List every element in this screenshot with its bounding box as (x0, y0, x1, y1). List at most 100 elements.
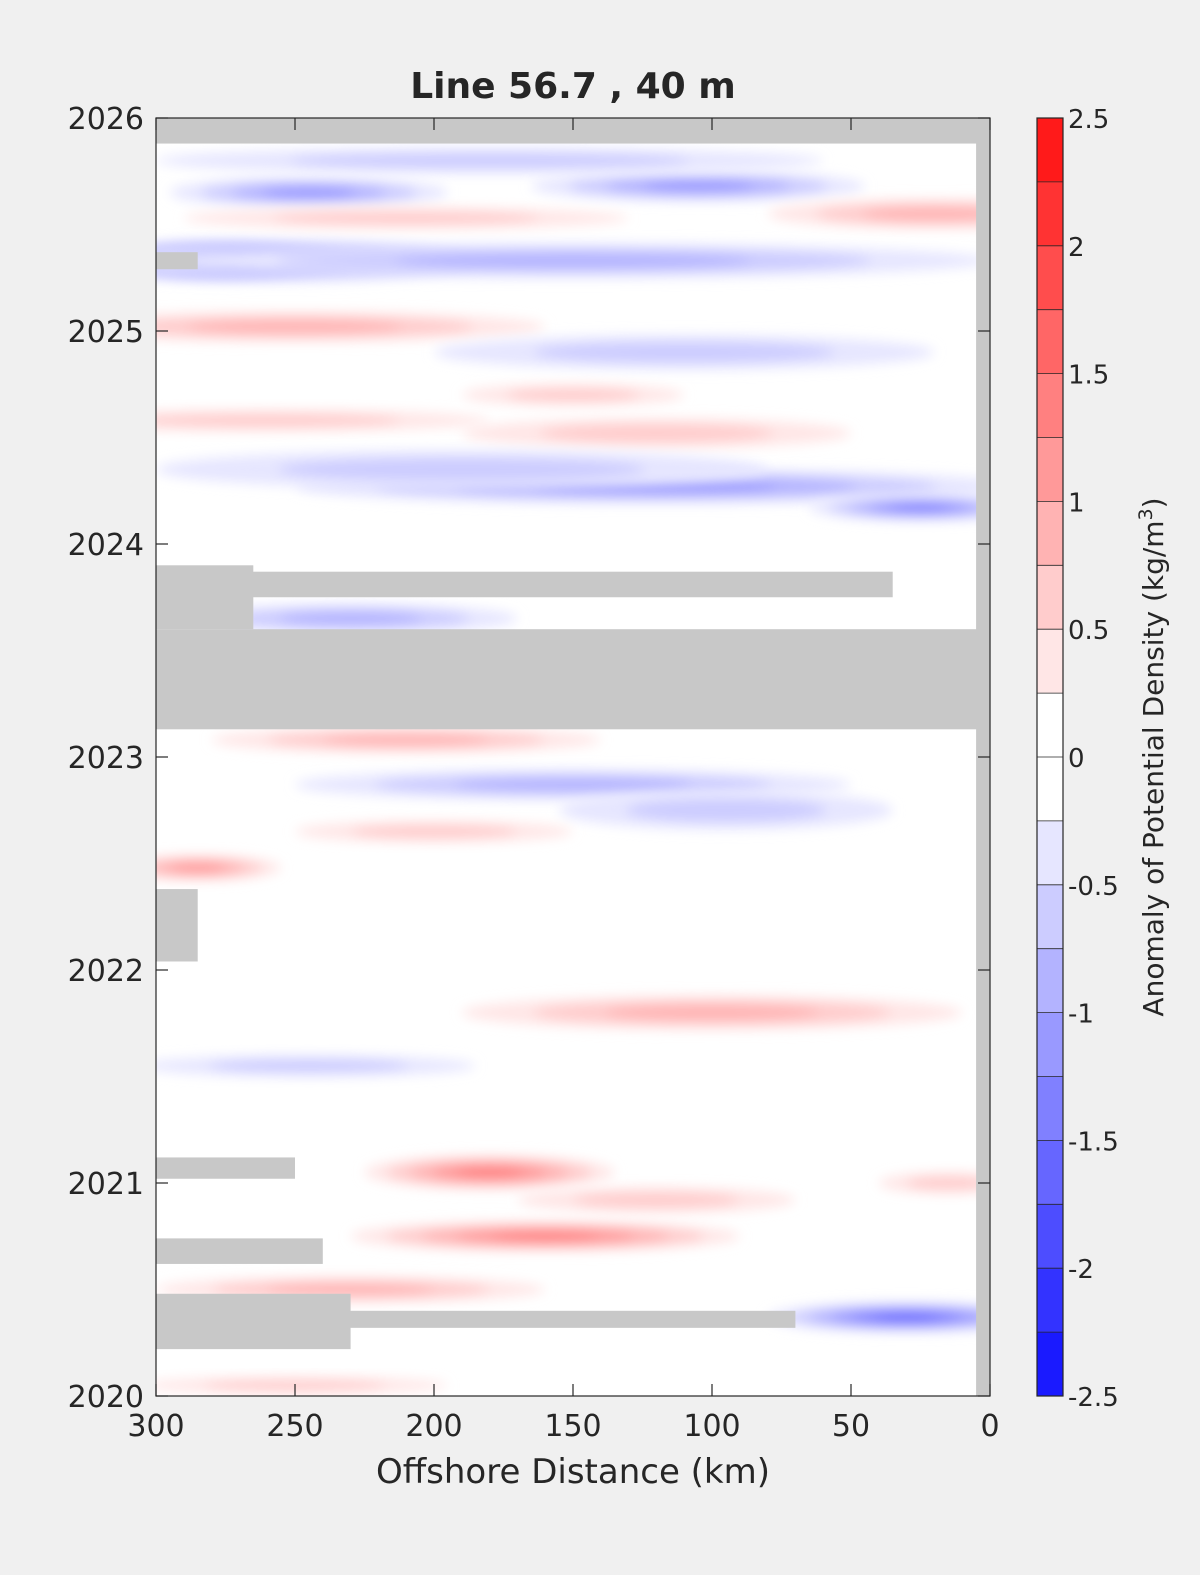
contour-feature (767, 198, 990, 229)
colorbar-label-main: Anomaly of Potential Density (kg/m (1137, 520, 1170, 1016)
missing-data-region (156, 571, 893, 598)
contour-feature (156, 854, 282, 881)
contour-level (169, 863, 226, 873)
contour-feature (169, 177, 448, 208)
x-tick-label: 100 (683, 1409, 740, 1444)
missing-data-region (156, 1398, 990, 1404)
colorbar-tick-label: 0.5 (1068, 616, 1109, 646)
contour-level (262, 187, 356, 198)
contour-level (862, 207, 990, 221)
x-axis: 300 250 200 150 100 50 0 (127, 118, 1000, 1444)
contour-level (539, 424, 774, 443)
contour-level (604, 1005, 820, 1020)
contour-feature (461, 418, 851, 449)
colorbar-segment (1037, 565, 1063, 630)
contour-level (625, 798, 826, 822)
missing-data-region (156, 565, 254, 630)
contour-feature (211, 727, 601, 753)
colorbar-label-sup: 3 (1135, 508, 1157, 520)
colorbar-segment (1037, 1140, 1063, 1205)
colorbar-segment (1037, 948, 1063, 1013)
contour-feature (183, 603, 518, 634)
contour-level (573, 1192, 740, 1208)
contour-level (534, 342, 835, 363)
y-tick-label: 2026 (68, 102, 144, 137)
colorbar-segment (1037, 437, 1063, 502)
colorbar-label: Anomaly of Potential Density (kg/m3) (1135, 497, 1170, 1016)
colorbar-frame (1036, 117, 1064, 1397)
y-axis: 2020 2021 2022 2023 2024 2025 2026 (68, 102, 990, 1415)
contour-feature (461, 995, 963, 1030)
missing-data-region (156, 629, 990, 730)
contour-feature (295, 820, 573, 843)
contour-feature (156, 450, 768, 489)
colorbar-segment (1037, 629, 1063, 694)
contour-feature (156, 409, 490, 432)
contour-level (455, 1167, 524, 1177)
contour-level (906, 1176, 990, 1190)
missing-data-region (976, 118, 990, 1396)
contour-feature (809, 495, 990, 521)
x-tick-label: 150 (544, 1409, 601, 1444)
colorbar-tick-label: -0.5 (1068, 872, 1119, 902)
contour-level (272, 211, 540, 225)
colorbar-tick-label: 0 (1068, 744, 1085, 774)
x-tick-label: 0 (980, 1409, 999, 1444)
contour-level (874, 1313, 939, 1321)
missing-data-region (156, 1310, 796, 1328)
colorbar-segment (1037, 1204, 1063, 1269)
contour-level (208, 1059, 409, 1073)
chart-title: Line 56.7 , 40 m (410, 66, 736, 107)
x-tick-label: 300 (127, 1409, 184, 1444)
colorbar-tick-label: -1 (1068, 1000, 1094, 1030)
y-tick-label: 2021 (68, 1167, 144, 1202)
colorbar-segment (1037, 820, 1063, 885)
contour-feature (878, 1172, 990, 1194)
contour-level (394, 253, 752, 269)
contour-feature (559, 791, 893, 830)
contour-level (156, 414, 401, 427)
contour-level (350, 825, 518, 838)
contour-feature (364, 1155, 615, 1190)
colorbar-segment (1037, 501, 1063, 566)
y-tick-label: 2022 (68, 954, 144, 989)
contour-level (279, 612, 423, 625)
missing-data-region (156, 1238, 323, 1264)
y-tick-label: 2023 (68, 741, 144, 776)
plot-area (155, 117, 991, 1404)
colorbar-segment (1037, 757, 1063, 821)
contour-feature (350, 1221, 740, 1252)
colorbar-segment (1037, 1268, 1063, 1333)
x-tick-label: 200 (405, 1409, 462, 1444)
contour-feature (767, 1302, 990, 1333)
contour-feature (461, 384, 685, 406)
anomaly-contours (156, 147, 990, 1394)
contour-feature (531, 171, 865, 202)
y-tick-label: 2024 (68, 528, 144, 563)
contour-level (890, 504, 951, 512)
colorbar-segment (1037, 181, 1063, 246)
colorbar-tick-label: 1 (1068, 488, 1085, 518)
colorbar-tick-label: -1.5 (1068, 1127, 1119, 1157)
colorbar-segment (1037, 309, 1063, 374)
contour-level (453, 778, 693, 792)
contour-level (492, 1232, 599, 1241)
colorbar-segment (1037, 245, 1063, 310)
colorbar-tick-label: -2.5 (1068, 1383, 1119, 1413)
x-axis-label: Offshore Distance (km) (376, 1452, 770, 1492)
contour-feature (156, 1055, 476, 1077)
missing-data-region (156, 1157, 295, 1179)
contour-feature (434, 335, 935, 370)
missing-data-region (156, 252, 198, 270)
contour-level (506, 388, 640, 402)
y-tick-label: 2020 (68, 1380, 144, 1415)
contour-feature (183, 207, 629, 229)
contour-level (278, 457, 646, 481)
colorbar-segment (1037, 1332, 1063, 1396)
contour-feature (156, 311, 546, 342)
contour-level (187, 320, 403, 334)
colorbar-tick-label: 2.5 (1068, 105, 1109, 135)
colorbar-tick-label: -2 (1068, 1255, 1094, 1285)
contour-level (642, 181, 754, 192)
